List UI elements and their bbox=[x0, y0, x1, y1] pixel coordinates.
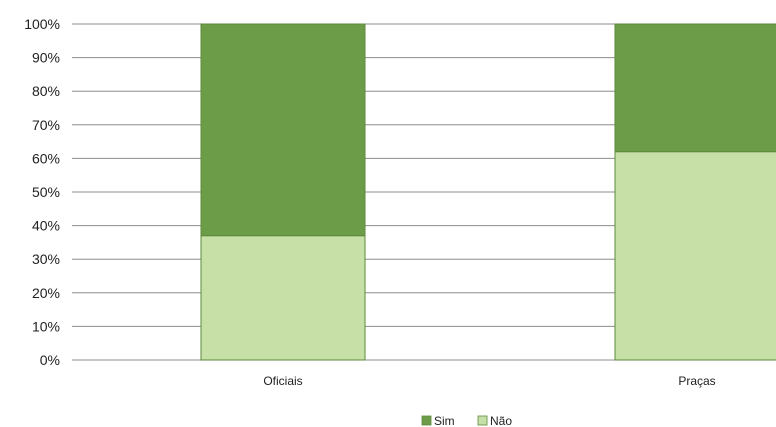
legend-swatch bbox=[421, 415, 432, 426]
y-tick-label: 10% bbox=[32, 318, 60, 334]
y-tick-label: 60% bbox=[32, 150, 60, 166]
x-axis-category-labels: Oficiais Praças bbox=[263, 374, 715, 388]
y-tick-label: 0% bbox=[40, 352, 60, 368]
legend-label: Sim bbox=[434, 414, 455, 427]
bar-nao-1 bbox=[614, 151, 776, 361]
y-axis-tick-labels: 0% 10% 20% 30% 40% 50% 60% 70% 80% 90% 100% bbox=[24, 16, 60, 368]
y-tick-label: 40% bbox=[32, 218, 60, 234]
y-tick-label: 50% bbox=[32, 184, 60, 200]
bar-nao-0 bbox=[200, 235, 366, 361]
legend: Sim Não bbox=[421, 414, 512, 427]
x-category-label: Oficiais bbox=[263, 374, 302, 388]
bars bbox=[200, 23, 776, 361]
y-tick-label: 20% bbox=[32, 285, 60, 301]
legend-swatch bbox=[477, 415, 488, 426]
y-tick-label: 30% bbox=[32, 251, 60, 267]
y-tick-label: 70% bbox=[32, 117, 60, 133]
x-category-label: Praças bbox=[678, 374, 715, 388]
y-tick-label: 90% bbox=[32, 50, 60, 66]
bar-sim-0 bbox=[200, 23, 366, 237]
y-tick-label: 100% bbox=[24, 16, 60, 32]
bar-sim-1 bbox=[614, 23, 776, 153]
legend-label: Não bbox=[490, 414, 512, 427]
y-tick-label: 80% bbox=[32, 83, 60, 99]
